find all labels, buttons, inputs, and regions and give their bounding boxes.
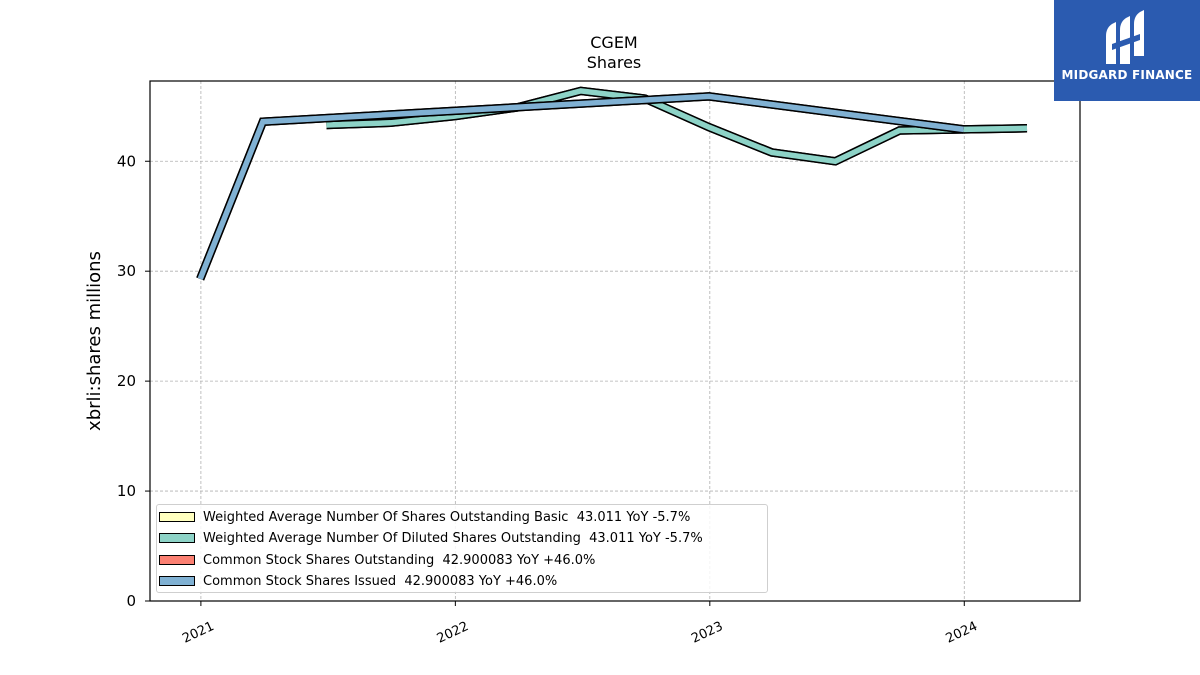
legend-item: Common Stock Shares Outstanding 42.90008… (159, 551, 595, 569)
logo-text: MIDGARD FINANCE (1061, 68, 1193, 82)
legend-swatch-basic (159, 512, 195, 522)
legend-swatch-outstanding (159, 555, 195, 565)
legend-swatch-issued (159, 576, 195, 586)
x-tick-label: 2022 (435, 619, 471, 647)
legend-swatch-diluted (159, 533, 195, 543)
legend-item: Weighted Average Number Of Diluted Share… (159, 529, 703, 547)
y-axis-label: xbrli:shares millions (84, 251, 105, 431)
y-tick-label: 40 (117, 152, 136, 170)
series-line-2 (197, 93, 964, 280)
x-tick-label: 2023 (689, 619, 725, 647)
chart-subtitle: Shares (586, 53, 642, 72)
y-tick-label: 30 (117, 262, 136, 280)
brand-logo: MIDGARD FINANCE (1054, 0, 1200, 101)
series-line-outline-3 (196, 92, 965, 281)
chart-title: CGEM (590, 33, 638, 52)
y-tick-label: 20 (117, 372, 136, 390)
legend-item: Common Stock Shares Issued 42.900083 YoY… (159, 572, 557, 590)
x-tick-label: 2024 (944, 619, 980, 647)
series-line-1 (326, 88, 1028, 165)
y-tick-label: 10 (117, 482, 136, 500)
y-tick-label: 0 (126, 592, 136, 610)
legend-label: Weighted Average Number Of Shares Outsta… (203, 509, 691, 525)
series-line-outline-2 (196, 92, 965, 281)
legend-item: Weighted Average Number Of Shares Outsta… (159, 508, 690, 526)
series-line-3 (197, 93, 964, 280)
logo-mark-icon (1106, 10, 1144, 64)
plot-frame (149, 80, 1081, 602)
chart-legend: Weighted Average Number Of Shares Outsta… (156, 504, 768, 593)
x-tick-label: 2021 (180, 619, 216, 647)
legend-label: Weighted Average Number Of Diluted Share… (203, 530, 703, 546)
legend-label: Common Stock Shares Issued 42.900083 YoY… (203, 573, 558, 589)
legend-label: Common Stock Shares Outstanding 42.90008… (203, 552, 596, 568)
